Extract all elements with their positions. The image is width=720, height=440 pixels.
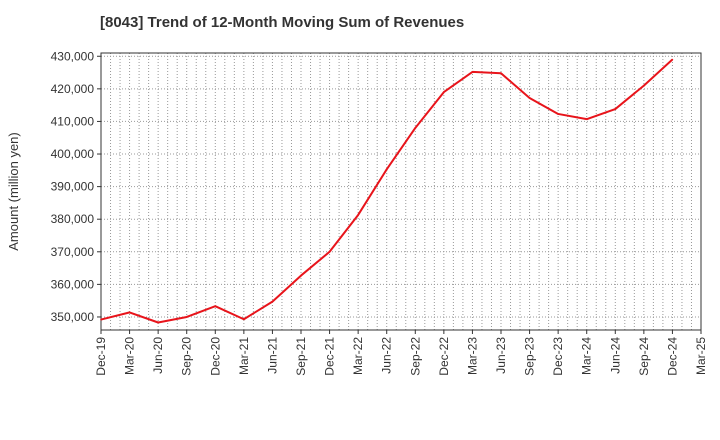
x-tick-label: Mar-23 [465, 337, 479, 375]
data-point [128, 311, 131, 314]
series-layer [100, 58, 674, 324]
x-tick-label: Dec-20 [208, 337, 222, 376]
data-point [557, 113, 559, 115]
data-point [414, 127, 417, 129]
x-tick-label: Mar-21 [237, 337, 251, 375]
data-point [671, 58, 674, 61]
x-tick-label: Dec-23 [551, 337, 565, 376]
grid-lines [101, 53, 701, 330]
data-point [300, 274, 302, 277]
data-point [357, 214, 359, 216]
y-tick-label: 380,000 [51, 212, 95, 226]
x-tick-label: Dec-19 [94, 337, 108, 376]
y-tick-label: 420,000 [51, 82, 95, 96]
data-point [100, 318, 102, 321]
data-point [385, 168, 388, 171]
x-tick-label: Dec-21 [323, 337, 337, 376]
data-point [585, 118, 588, 120]
data-point [271, 300, 274, 303]
y-tick-label: 390,000 [51, 180, 95, 194]
x-tick-label: Sep-24 [637, 337, 651, 376]
y-tick-label: 410,000 [51, 114, 95, 128]
x-tick-label: Sep-23 [523, 337, 537, 376]
x-tick-label: Mar-24 [580, 337, 594, 375]
x-tick-label: Jun-21 [265, 337, 279, 374]
y-tick-label: 430,000 [51, 49, 95, 63]
x-tick-label: Sep-21 [294, 337, 308, 376]
x-tick-label: Jun-20 [151, 337, 165, 374]
x-tick-label: Mar-20 [123, 337, 137, 375]
data-point [614, 108, 617, 110]
y-tick-label: 400,000 [51, 147, 95, 161]
x-tick-label: Mar-22 [351, 337, 365, 375]
x-tick-label: Sep-20 [180, 337, 194, 376]
data-point [157, 321, 159, 324]
x-tick-label: Jun-22 [380, 337, 394, 374]
x-tick-label: Mar-25 [694, 337, 708, 375]
y-axis-ticks: 350,000 360,000 370,000 380,000 390,000 400,0… [51, 49, 101, 324]
data-point [328, 250, 331, 253]
x-axis-ticks: Dec-19 Mar-20 Jun-20 Sep-20 Dec-20 Mar-21 Jun-… [94, 330, 708, 376]
y-tick-label: 350,000 [51, 310, 95, 324]
data-point [643, 84, 645, 87]
data-point [443, 91, 445, 93]
plot-frame [100, 52, 702, 331]
chart-title: [8043] Trend of 12-Month Moving Sum of R… [100, 14, 465, 31]
y-axis-label: Amount (million yen) [6, 132, 21, 251]
data-point [528, 97, 531, 99]
data-point [214, 305, 217, 308]
x-tick-label: Jun-24 [608, 337, 622, 374]
data-point [471, 71, 474, 73]
x-tick-label: Dec-24 [665, 337, 679, 376]
x-tick-label: Jun-23 [494, 337, 508, 374]
y-tick-label: 360,000 [51, 277, 95, 291]
data-point [185, 316, 188, 318]
data-point [243, 318, 245, 321]
x-tick-label: Dec-22 [437, 337, 451, 376]
y-tick-label: 370,000 [51, 245, 95, 259]
x-tick-label: Sep-22 [408, 337, 422, 376]
data-point [500, 72, 502, 75]
